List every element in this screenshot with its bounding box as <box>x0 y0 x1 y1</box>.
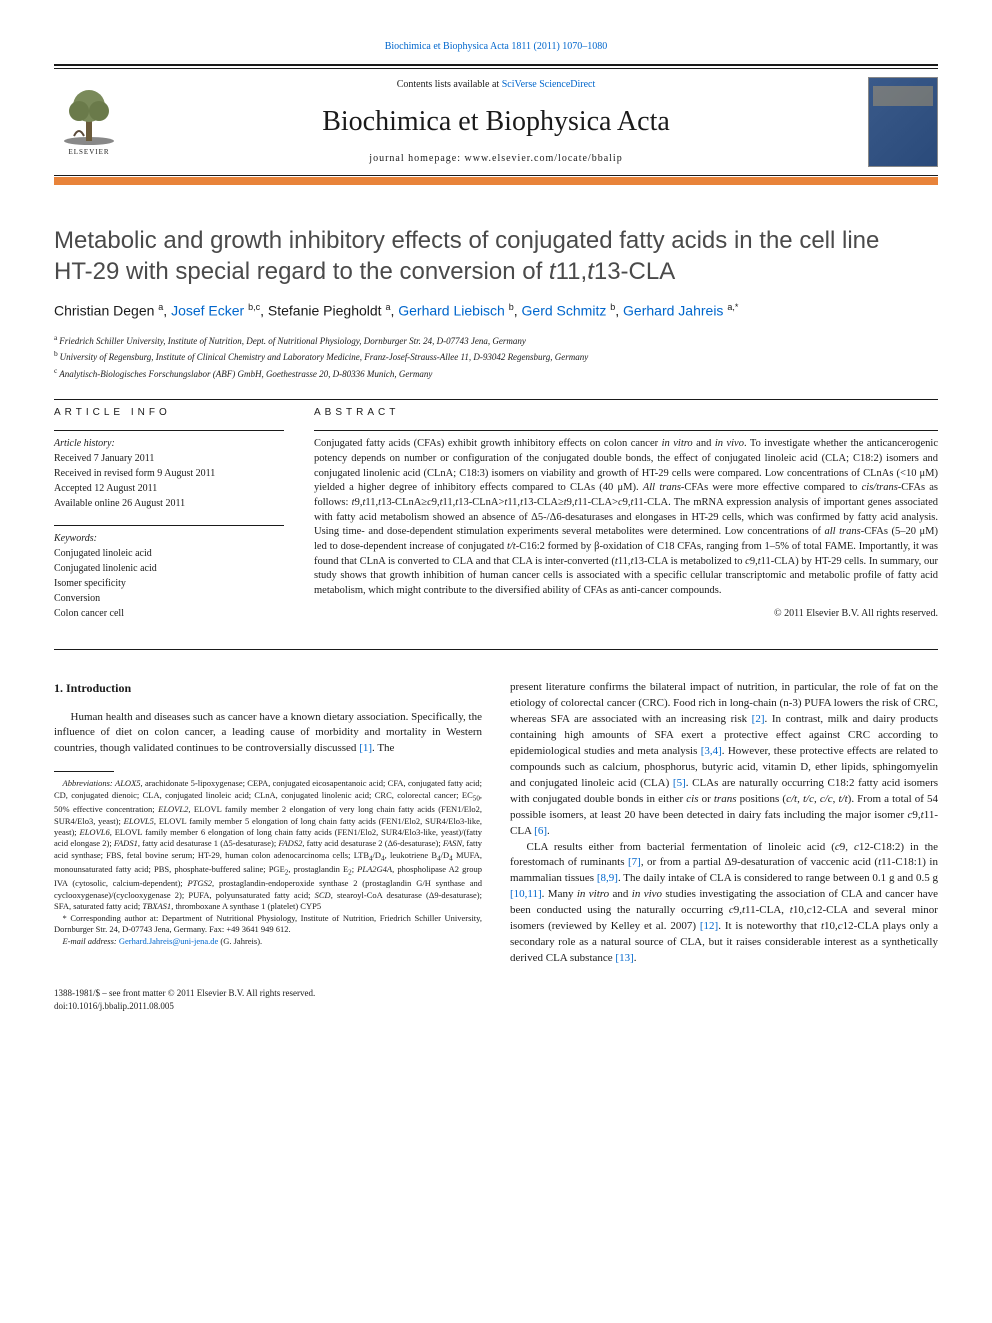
homepage-line: journal homepage: www.elsevier.com/locat… <box>124 152 868 166</box>
affiliation-line: b University of Regensburg, Institute of… <box>54 348 938 365</box>
history-item: Accepted 12 August 2011 <box>54 481 284 496</box>
history-item: Received in revised form 9 August 2011 <box>54 466 284 481</box>
top-citation: Biochimica et Biophysica Acta 1811 (2011… <box>54 40 938 54</box>
col2-p2: CLA results either from bacterial fermen… <box>510 840 938 968</box>
corresponding-footnote: * Corresponding author at: Department of… <box>54 913 482 936</box>
body-columns: 1. Introduction Human health and disease… <box>54 680 938 967</box>
author-name: Stefanie Piegholdt <box>268 303 386 319</box>
issn-line: 1388-1981/$ – see front matter © 2011 El… <box>54 987 938 1000</box>
publisher-label: ELSEVIER <box>68 148 109 158</box>
author-aff-sup: b <box>509 302 514 312</box>
column-right: present literature confirms the bilatera… <box>510 680 938 967</box>
journal-name: Biochimica et Biophysica Acta <box>124 102 868 141</box>
info-rule-inner1 <box>54 430 284 431</box>
keyword-item: Isomer specificity <box>54 576 284 591</box>
history-list: Received 7 January 2011Received in revis… <box>54 451 284 511</box>
affiliations: a Friedrich Schiller University, Institu… <box>54 332 938 382</box>
author-name[interactable]: Josef Ecker <box>171 303 248 319</box>
author-aff-sup: b,c <box>248 302 260 312</box>
author-name[interactable]: Gerhard Liebisch <box>398 303 509 319</box>
authors-line: Christian Degen a, Josef Ecker b,c, Stef… <box>54 301 938 321</box>
info-abstract-row: ARTICLE INFO Article history: Received 7… <box>54 406 938 635</box>
affiliation-line: a Friedrich Schiller University, Institu… <box>54 332 938 349</box>
article-info-col: ARTICLE INFO Article history: Received 7… <box>54 406 284 635</box>
keywords-label: Keywords: <box>54 532 284 546</box>
author-aff-sup: a <box>158 302 163 312</box>
keyword-item: Conversion <box>54 591 284 606</box>
keywords-block: Keywords: Conjugated linoleic acidConjug… <box>54 532 284 621</box>
email-link[interactable]: Gerhard.Jahreis@uni-jena.de <box>119 936 218 946</box>
rule-top-thick <box>54 64 938 66</box>
copyright-line: © 2011 Elsevier B.V. All rights reserved… <box>314 607 938 621</box>
info-rule-inner2 <box>54 525 284 526</box>
history-block: Article history: Received 7 January 2011… <box>54 437 284 511</box>
author-name[interactable]: Gerhard Jahreis <box>623 303 727 319</box>
article-title: Metabolic and growth inhibitory effects … <box>54 225 938 287</box>
abbreviations-footnote: Abbreviations: ALOX5, arachidonate 5-lip… <box>54 778 482 912</box>
elsevier-logo: ELSEVIER <box>54 82 124 162</box>
history-item: Received 7 January 2011 <box>54 451 284 466</box>
keyword-item: Colon cancer cell <box>54 606 284 621</box>
rule-mid-thin <box>54 175 938 176</box>
keyword-item: Conjugated linolenic acid <box>54 561 284 576</box>
abstract-text: Conjugated fatty acids (CFAs) exhibit gr… <box>314 437 938 599</box>
abstract-head: ABSTRACT <box>314 406 938 420</box>
keywords-list: Conjugated linoleic acidConjugated linol… <box>54 546 284 621</box>
doi-line: doi:10.1016/j.bbalip.2011.08.005 <box>54 1000 938 1013</box>
author-name: Christian Degen <box>54 303 158 319</box>
col2-p1: present literature confirms the bilatera… <box>510 680 938 839</box>
history-label: Article history: <box>54 437 284 451</box>
title-block: Metabolic and growth inhibitory effects … <box>54 225 938 381</box>
elsevier-tree-icon <box>59 86 119 146</box>
author-name[interactable]: Gerd Schmitz <box>522 303 611 319</box>
intro-p1: Human health and diseases such as cancer… <box>54 710 482 758</box>
article-info-head: ARTICLE INFO <box>54 406 284 420</box>
journal-cover-thumb <box>868 77 938 167</box>
affiliation-line: c Analytisch-Biologisches Forschungslabo… <box>54 365 938 382</box>
contents-line: Contents lists available at SciVerse Sci… <box>124 78 868 92</box>
keyword-item: Conjugated linoleic acid <box>54 546 284 561</box>
column-left: 1. Introduction Human health and disease… <box>54 680 482 967</box>
masthead: ELSEVIER Contents lists available at Sci… <box>54 69 938 175</box>
email-footnote: E-mail address: Gerhard.Jahreis@uni-jena… <box>54 936 482 947</box>
abstract-rule <box>314 430 938 431</box>
author-aff-sup: a <box>385 302 390 312</box>
abstract-col: ABSTRACT Conjugated fatty acids (CFAs) e… <box>314 406 938 635</box>
footnote-rule <box>54 771 114 772</box>
history-item: Available online 26 August 2011 <box>54 496 284 511</box>
sciencedirect-link[interactable]: SciVerse ScienceDirect <box>502 79 596 90</box>
intro-heading: 1. Introduction <box>54 680 482 697</box>
bottom-matter: 1388-1981/$ – see front matter © 2011 El… <box>54 987 938 1012</box>
rule-orange <box>54 177 938 185</box>
info-rule-top <box>54 399 938 400</box>
top-citation-link[interactable]: Biochimica et Biophysica Acta 1811 (2011… <box>385 41 608 52</box>
info-rule-bottom <box>54 649 938 650</box>
author-aff-sup: b <box>610 302 615 312</box>
masthead-center: Contents lists available at SciVerse Sci… <box>124 78 868 165</box>
author-aff-sup: a,* <box>727 302 738 312</box>
